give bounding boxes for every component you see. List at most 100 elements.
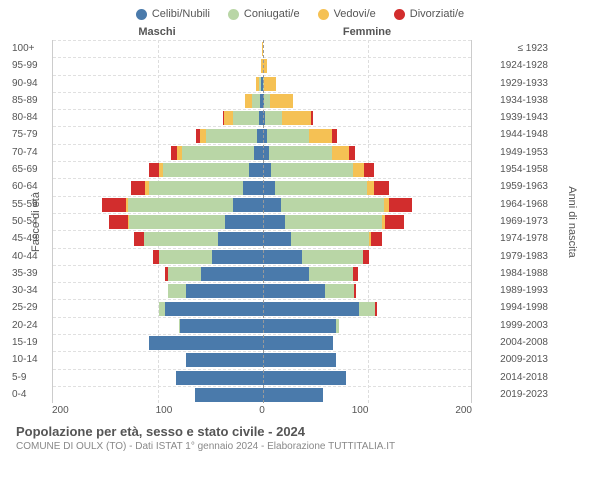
y-tick-right: 1944-1948 [472,126,548,143]
bar-left [53,250,262,264]
y-tick-left: 70-74 [12,144,52,161]
y-tick-left: 95-99 [12,57,52,74]
seg-co [265,111,282,125]
seg-d [354,284,356,298]
y-tick-left: 30-34 [12,282,52,299]
seg-v [332,146,349,160]
legend-label: Vedovi/e [334,8,376,20]
y-tick-right: 1939-1943 [472,109,548,126]
seg-c [195,388,262,402]
seg-d [149,163,160,177]
y-tick-left: 75-79 [12,126,52,143]
seg-c [243,181,262,195]
bar-left [53,284,262,298]
bar-left [53,59,262,73]
x-tick: 100 [352,405,369,416]
bar-left [53,111,262,125]
legend-dot [136,9,147,20]
center-line [263,40,264,403]
y-tick-right: 1954-1958 [472,161,548,178]
age-row [53,230,471,247]
bar-left [53,94,262,108]
pyramid-chart: Celibi/NubiliConiugati/eVedovi/eDivorzia… [0,0,600,456]
bar-right [262,232,471,246]
seg-c [262,302,359,316]
column-headers: Maschi Femmine [12,26,588,38]
y-tick-right: 1959-1963 [472,178,548,195]
seg-c [262,232,291,246]
footer: Popolazione per età, sesso e stato civil… [12,424,588,452]
bar-right [262,129,471,143]
legend-dot [228,9,239,20]
bar-right [262,302,471,316]
seg-co [159,250,212,264]
y-tick-right: 1924-1928 [472,57,548,74]
y-tick-right: 2019-2023 [472,386,548,403]
seg-co [275,181,367,195]
bar-left [53,336,262,350]
bar-right [262,94,471,108]
seg-c [165,302,262,316]
bar-right [262,319,471,333]
y-tick-left: 85-89 [12,92,52,109]
x-tick: 100 [156,405,173,416]
seg-c [225,215,262,229]
y-tick-right: 1929-1933 [472,75,548,92]
x-tick: 0 [259,405,265,416]
age-row [53,40,471,57]
seg-d [102,198,125,212]
bar-right [262,284,471,298]
legend-label: Coniugati/e [244,8,300,20]
seg-co [285,215,382,229]
age-row [53,265,471,282]
y-tick-right: 2014-2018 [472,369,548,386]
bar-right [262,336,471,350]
header-femmine: Femmine [262,26,472,38]
bars-area [52,40,472,403]
y-tick-left: 80-84 [12,109,52,126]
bar-right [262,42,471,56]
seg-co [168,267,202,281]
y-tick-right: 1989-1993 [472,282,548,299]
seg-d [389,198,412,212]
y-tick-left: 25-29 [12,299,52,316]
x-tick: 200 [455,405,472,416]
bar-left [53,388,262,402]
bar-right [262,353,471,367]
age-row [53,57,471,74]
age-row [53,126,471,143]
bar-left [53,146,262,160]
seg-c [262,336,333,350]
legend-item: Divorziati/e [394,8,464,20]
seg-c [176,371,262,385]
seg-c [149,336,262,350]
seg-d [385,215,404,229]
bar-left [53,267,262,281]
seg-co [233,111,259,125]
seg-d [364,163,375,177]
seg-c [186,353,262,367]
bar-right [262,267,471,281]
seg-c [262,198,281,212]
y-right-axis-label: Anni di nascita [566,186,578,258]
seg-co [309,267,353,281]
y-tick-right: 1974-1978 [472,230,548,247]
y-tick-right: 1964-1968 [472,196,548,213]
seg-co [128,198,233,212]
seg-d [363,250,369,264]
y-tick-right: ≤ 1923 [472,40,548,57]
y-tick-right: 1994-1998 [472,299,548,316]
bar-left [53,232,262,246]
age-row [53,386,471,403]
bar-left [53,77,262,91]
seg-co [269,146,332,160]
y-tick-right: 2009-2013 [472,351,548,368]
y-tick-left: 15-19 [12,334,52,351]
seg-co [168,284,187,298]
seg-d [311,111,313,125]
seg-c [233,198,262,212]
seg-c [262,353,336,367]
y-tick-left: 35-39 [12,265,52,282]
y-tick-left: 90-94 [12,75,52,92]
bar-left [53,198,262,212]
